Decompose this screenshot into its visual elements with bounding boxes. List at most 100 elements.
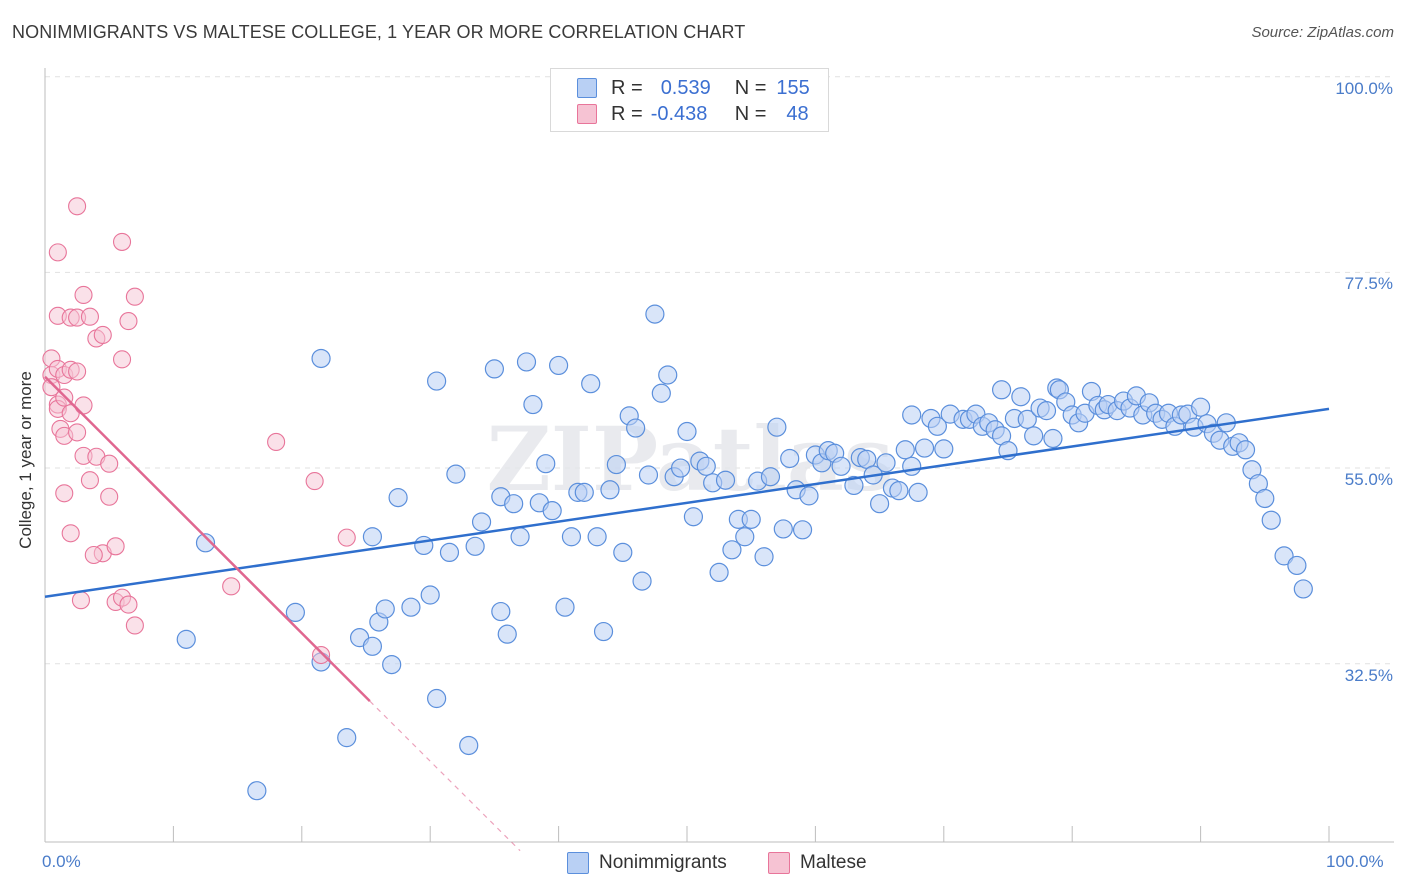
maltese-point [74,396,93,415]
maltese-point [119,595,138,614]
maltese-point [55,484,74,503]
x-tick-label-max: 100.0% [1326,852,1384,871]
maltese-trend-line [44,375,371,702]
maltese-point [48,243,67,262]
chart-title: NONIMMIGRANTS VS MALTESE COLLEGE, 1 YEAR… [12,22,746,42]
maltese-point [267,432,286,452]
nonimmigrants-point [1255,488,1275,509]
y-tick-label: 100.0% [1335,78,1393,98]
nonimmigrants-point [446,464,466,484]
nonimmigrants-point [722,540,742,560]
nonimmigrants-point [1036,401,1057,421]
nonimmigrants-point [491,601,511,622]
maltese-point [100,487,119,506]
nonimmigrants-point [780,448,800,469]
nonimmigrants-point [927,416,947,436]
maltese-point [68,423,87,442]
nonimmigrants-point [510,527,530,547]
nonimmigrants-point [561,527,582,547]
nonimmigrants-point [497,624,517,644]
maltese-point [119,312,138,331]
nonimmigrants-point [516,352,537,372]
bottom-legend-nonimmigrants: Nonimmigrants [567,852,727,874]
nonimmigrants-point [581,374,601,394]
nonimmigrants-point [1043,428,1063,449]
nonimmigrants-point [465,536,485,556]
nonimmigrants-point [471,512,492,532]
nonimmigrants-point [696,456,716,476]
maltese-point [106,537,125,556]
nonimmigrants-point [606,454,626,475]
legend-swatch-pink [577,104,597,124]
nonimmigrants-point [414,535,434,556]
maltese-point [112,350,132,369]
maltese-point [112,232,132,251]
nonimmigrants-point [427,688,447,709]
nonimmigrants-point [362,636,383,656]
x-tick-label-min: 0.0% [42,852,81,871]
legend-swatch-blue [577,78,597,98]
legend-row-maltese: R = -0.438 N = 48 [577,102,809,126]
source-label: Source: ZipAtlas.com [1251,24,1394,41]
maltese-point [68,362,87,381]
nonimmigrants-point [375,599,395,619]
nonimmigrants-point [176,629,196,649]
maltese-point [93,325,112,345]
nonimmigrants-point [773,519,793,539]
nonimmigrants-point [388,488,408,508]
nonimmigrants-point [876,453,896,473]
nonimmigrants-point [1287,555,1307,576]
nonimmigrants-point [555,597,575,617]
maltese-point [100,454,119,473]
nonimmigrants-point [600,480,620,500]
bottom-legend-swatch-blue [567,852,589,874]
nonimmigrants-point [895,440,915,460]
nonimmigrants-point [735,527,755,547]
nonimmigrants-point [1235,440,1256,460]
nonimmigrants-point [1024,426,1044,446]
nonimmigrants-point [420,585,440,605]
nonimmigrants-point [889,481,909,501]
trend-lines [44,375,1330,852]
nonimmigrants-point [869,494,890,514]
nonimmigrants-point [593,621,614,642]
nonimmigrants-point [683,507,704,527]
bottom-legend-swatch-pink [768,852,790,874]
y-tick-label: 32.5% [1344,665,1393,685]
legend-r-value: 0.539 [660,76,711,99]
nonimmigrants-point [638,465,659,485]
nonimmigrants-point [760,467,781,487]
maltese-point [125,287,144,306]
nonimmigrants-point [1261,510,1281,530]
nonimmigrants-point [247,781,267,801]
legend-row-nonimmigrants: R = 0.539 N = 155 [577,76,810,100]
nonimmigrants-point [427,371,447,391]
maltese-point [312,645,331,665]
maltese-point [84,545,103,565]
nonimmigrants-point [677,421,697,442]
bottom-legend-label: Maltese [800,852,867,873]
nonimmigrants-point [1017,409,1037,429]
nonimmigrants-point [362,527,383,547]
nonimmigrants-point [548,355,569,376]
maltese-point [74,285,93,305]
axes [44,68,1394,843]
nonimmigrants-point [754,547,774,567]
maltese-point [61,524,80,543]
nonimmigrants-point [1293,579,1313,599]
maltese-point [68,197,87,216]
maltese-trend-extension [369,700,521,852]
nonimmigrants-point [195,533,216,553]
maltese-point [125,616,144,635]
maltese-points [42,197,356,665]
legend-n-label: N = [734,76,767,99]
nonimmigrants-point [902,405,922,425]
nonimmigrants-trend-line [44,407,1330,598]
legend-n-label: N = [734,102,767,125]
nonimmigrants-point [670,458,691,478]
nonimmigrants-point [831,456,851,476]
nonimmigrants-point [459,735,479,756]
nonimmigrants-point [799,486,819,506]
nonimmigrants-point [902,456,922,476]
